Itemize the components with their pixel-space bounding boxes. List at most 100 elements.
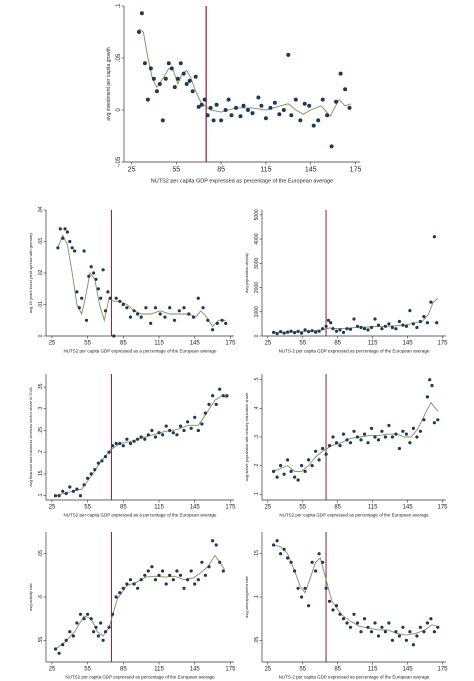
chart-0-x-tick-label: 145: [305, 167, 317, 174]
chart-6-x-label: NUTS-2 per capita GDP expressed as perce…: [279, 675, 430, 680]
chart-3-y-tick-label: .1: [38, 493, 44, 497]
chart-2-data-point: [326, 318, 330, 322]
chart-5-data-point: [189, 569, 193, 573]
chart-1-x-tick-label: 85: [120, 341, 127, 347]
chart-3-data-point: [157, 431, 161, 435]
chart-6-data-point: [369, 630, 374, 634]
chart-0-data-point: [205, 113, 210, 118]
chart-1-data-point: [149, 321, 153, 325]
chart-2-data-point: [310, 329, 314, 333]
chart-5-y-tick-label: .6: [38, 595, 44, 599]
chart-svg: 25 55 85 115 145 175 -.05 0 .05 .1 NUTS2 per capit…: [106, 3, 361, 185]
chart-1-data-point: [172, 318, 177, 322]
chart-1-data-point: [224, 321, 228, 325]
chart-4-data-point: [317, 458, 321, 462]
chart-5-data-point: [125, 582, 129, 586]
chart-3-data-point: [82, 483, 86, 487]
chart-4-x-tick-label: 55: [299, 505, 306, 511]
chart-0-data-point: [338, 71, 343, 76]
chart-6-data-point: [334, 604, 339, 608]
chart-3-data-point: [211, 394, 215, 398]
chart-4-fit-curve: [273, 401, 439, 472]
chart-1-y-tick-label: .04: [38, 206, 44, 213]
chart-2-data-point: [373, 317, 377, 321]
chart-6-data-point: [272, 543, 276, 547]
chart-3-x-tick-label: 145: [190, 505, 201, 511]
chart-2-data-point: [408, 309, 412, 313]
chart-2-y-tick-label: 5000: [254, 209, 260, 220]
chart-2-data-point: [387, 322, 391, 326]
chart-3-data-point: [143, 437, 147, 441]
chart-5-data-point: [82, 617, 86, 621]
chart-5-data-point: [94, 625, 98, 629]
chart-2-y-tick-label: 2000: [254, 282, 260, 293]
chart-4-data-point: [345, 438, 349, 442]
chart-6-data-point: [341, 617, 346, 621]
chart-2-data-point: [380, 327, 384, 331]
chart-1-x-tick-label: 55: [84, 341, 91, 347]
chart-investment-growth: 25 55 85 115 145 175 -.05 0 .05 .1 NUTS2 per capit…: [104, 2, 366, 185]
chart-4-data-point: [369, 426, 374, 430]
chart-2-data-point: [272, 330, 276, 334]
chart-1-data-point: [101, 268, 105, 272]
chart-1-data-point: [112, 334, 116, 338]
chart-4-data-point: [286, 458, 290, 462]
chart-5-data-point: [111, 612, 115, 616]
chart-4-data-point: [314, 449, 318, 453]
chart-4-y-tick-label: .3: [254, 435, 260, 439]
chart-1-fit-curve: [57, 234, 226, 328]
chart-1-data-point: [70, 246, 74, 250]
chart-5-data-point: [186, 578, 190, 582]
chart-3-data-point: [93, 468, 97, 472]
chart-3-data-point: [121, 444, 125, 448]
chart-1-data-point: [56, 246, 60, 250]
chart-1-x-tick-label: 115: [154, 341, 164, 347]
chart-3-data-point: [96, 461, 100, 465]
chart-4-data-point: [324, 452, 328, 456]
chart-2-x-tick-label: 85: [334, 341, 341, 347]
chart-4-data-point: [408, 441, 412, 445]
chart-4-data-point: [279, 464, 283, 468]
chart-2-x-tick-label: 55: [299, 341, 306, 347]
chart-3-y-tick-label: .2: [38, 450, 44, 454]
chart-2-data-point: [307, 330, 311, 334]
chart-3-data-point: [86, 476, 90, 480]
chart-5-data-point: [161, 569, 165, 573]
chart-0-fit-curve: [138, 28, 352, 117]
chart-3-data-point: [128, 441, 133, 446]
chart-6-data-point: [307, 604, 311, 608]
chart-1-data-point: [99, 296, 103, 300]
chart-0-data-point: [190, 89, 195, 94]
chart-0-data-point: [329, 144, 334, 149]
chart-2-data-point: [404, 324, 408, 328]
chart-2-data-point: [279, 330, 283, 334]
chart-1-data-point: [89, 265, 93, 269]
chart-5-data-point: [136, 586, 140, 590]
chart-3-data-point: [146, 433, 150, 437]
chart-2-y-tick-label: 3000: [254, 258, 260, 269]
chart-0-data-point: [157, 82, 162, 86]
chart-6-data-point: [383, 630, 387, 634]
chart-2-data-point: [369, 325, 374, 330]
chart-2-data-point: [359, 325, 363, 330]
chart-1-x-label: NUTS2 per capita GDP expressed as a perc…: [63, 349, 217, 354]
chart-svg: 25 55 85 115 145 175 .55 .6 .65 NUTS2 per capita …: [28, 532, 236, 680]
chart-3-data-point: [178, 424, 183, 428]
chart-1-data-point: [196, 296, 200, 300]
chart-4-x-tick-label: 175: [437, 505, 448, 511]
chart-0-data-point: [268, 105, 273, 110]
chart-3-data-point: [218, 387, 222, 391]
chart-0-data-point: [316, 118, 321, 123]
chart-4-data-point: [397, 446, 401, 451]
chart-4-x-tick-label: 85: [334, 505, 341, 511]
chart-2-data-point: [383, 324, 387, 328]
chart-2-data-point: [394, 327, 398, 331]
chart-2-data-point: [422, 315, 426, 319]
chart-6-y-label: avg unemployment rate: [244, 575, 249, 618]
chart-svg: 25 55 85 115 145 175 .05 .1 .15 NUTS-2 per capita…: [244, 532, 448, 680]
chart-5-data-point: [143, 573, 147, 577]
chart-5-data-point: [89, 617, 93, 621]
chart-4-data-point: [341, 432, 346, 436]
chart-4-data-point: [310, 464, 314, 468]
chart-3-y-tick-label: .15: [38, 470, 44, 477]
